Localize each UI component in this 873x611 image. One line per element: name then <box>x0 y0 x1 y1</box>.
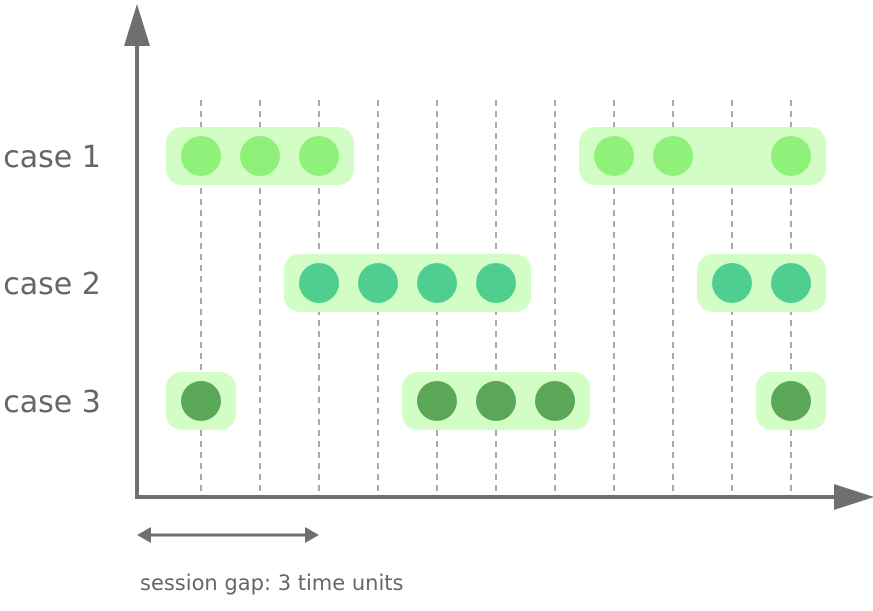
y-axis-arrowhead <box>124 4 150 46</box>
event-dots <box>181 136 811 421</box>
event-dot-case2-t3 <box>299 263 339 303</box>
event-dot-case2-t5 <box>417 263 457 303</box>
session-band-case2-1 <box>284 254 531 312</box>
event-dot-case1-t2 <box>240 136 280 176</box>
event-dot-case2-t4 <box>358 263 398 303</box>
event-dot-case1-t11 <box>771 136 811 176</box>
case-label-1: case 1 <box>3 140 101 175</box>
session-gap-indicator <box>137 527 319 543</box>
session-gap-label: session gap: 3 time units <box>140 571 403 595</box>
x-axis <box>135 484 873 510</box>
y-axis <box>124 4 150 497</box>
event-dot-case1-t8 <box>594 136 634 176</box>
session-gap-left-arrowhead <box>137 527 151 543</box>
case-labels: case 1 case 2 case 3 <box>3 140 101 420</box>
session-gap-right-arrowhead <box>305 527 319 543</box>
event-dot-case1-t3 <box>299 136 339 176</box>
event-dot-case2-t11 <box>771 263 811 303</box>
event-dot-case2-t10 <box>712 263 752 303</box>
event-dot-case3-t7 <box>535 381 575 421</box>
case-label-3: case 3 <box>3 385 101 420</box>
session-band-case1-2 <box>579 127 826 185</box>
event-dot-case1-t1 <box>181 136 221 176</box>
event-dot-case3-t5 <box>417 381 457 421</box>
x-axis-arrowhead <box>834 484 873 510</box>
event-dot-case1-t9 <box>653 136 693 176</box>
event-dot-case3-t1 <box>181 381 221 421</box>
event-dot-case3-t11 <box>771 381 811 421</box>
event-dot-case2-t6 <box>476 263 516 303</box>
case-label-2: case 2 <box>3 267 101 302</box>
event-dot-case3-t6 <box>476 381 516 421</box>
